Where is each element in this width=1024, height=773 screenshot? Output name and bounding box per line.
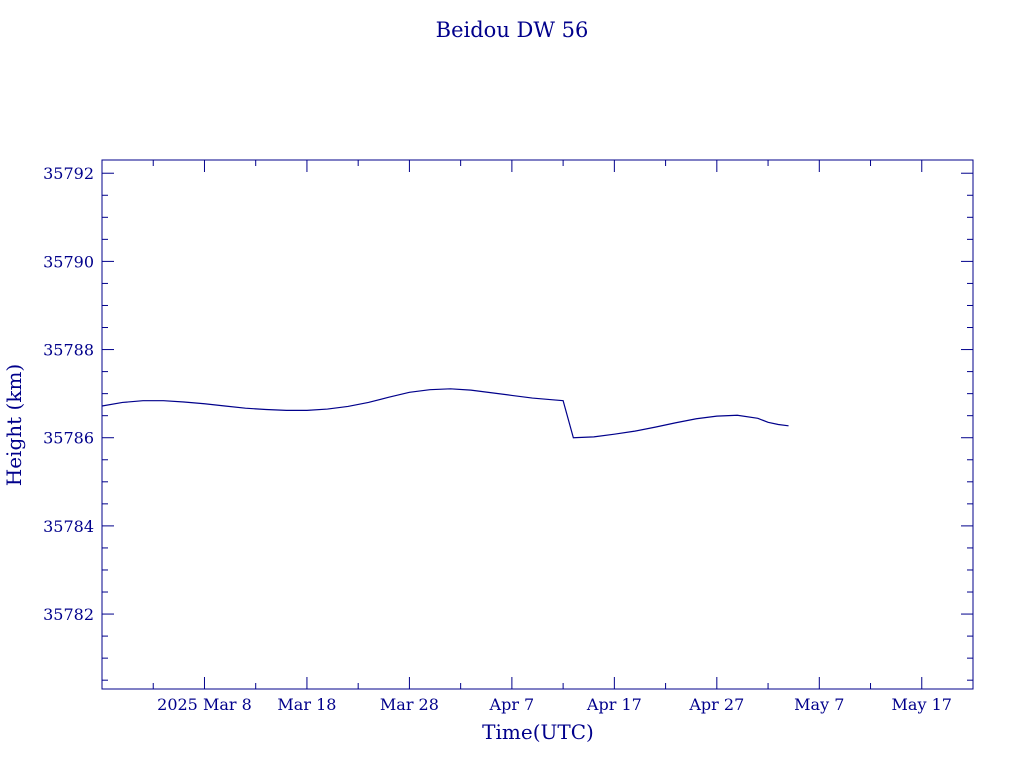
y-tick-label: 35786 — [43, 429, 94, 448]
y-axis-label: Height (km) — [2, 364, 26, 486]
height-series-line — [101, 388, 789, 439]
y-tick-label: 35790 — [43, 252, 94, 271]
y-axis-ticks — [102, 172, 973, 681]
x-axis-ticks — [152, 160, 923, 689]
x-tick-label: Apr 27 — [688, 695, 744, 714]
y-tick-label: 35782 — [43, 605, 94, 624]
x-tick-label: May 7 — [794, 695, 844, 714]
plot-frame — [101, 159, 974, 690]
x-tick-label: Mar 18 — [277, 695, 336, 714]
y-axis-tick-labels: 35782 35784 35786 35788 35790 35792 — [43, 164, 94, 624]
x-tick-label: 2025 Mar 8 — [157, 695, 252, 714]
x-tick-label: Apr 17 — [586, 695, 642, 714]
y-tick-label: 35784 — [43, 517, 94, 536]
x-tick-label: Mar 28 — [380, 695, 439, 714]
x-tick-label: Apr 7 — [489, 695, 535, 714]
chart-title: Beidou DW 56 — [436, 18, 589, 42]
x-axis-label: Time(UTC) — [482, 720, 594, 744]
y-tick-label: 35792 — [43, 164, 94, 183]
x-tick-label: May 17 — [892, 695, 952, 714]
x-axis-tick-labels: 2025 Mar 8 Mar 18 Mar 28 Apr 7 Apr 17 Apr 27 M… — [157, 695, 952, 714]
y-tick-label: 35788 — [43, 341, 94, 360]
